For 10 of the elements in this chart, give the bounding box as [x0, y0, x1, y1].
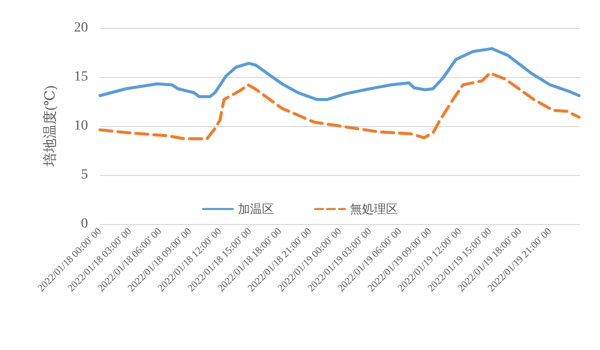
y-tick-label: 15 [74, 70, 88, 84]
legend-label: 無処理区 [350, 202, 398, 216]
y-tick-label: 0 [81, 216, 88, 232]
y-axis-title: 培地温度(℃) [42, 85, 58, 168]
line-series [98, 72, 580, 140]
y-tick-label: 20 [74, 20, 88, 36]
y-tick-label: 10 [74, 118, 88, 134]
y-tick-label: 5 [81, 168, 88, 182]
line-series [98, 47, 580, 102]
legend-label: 加温区 [238, 202, 274, 216]
